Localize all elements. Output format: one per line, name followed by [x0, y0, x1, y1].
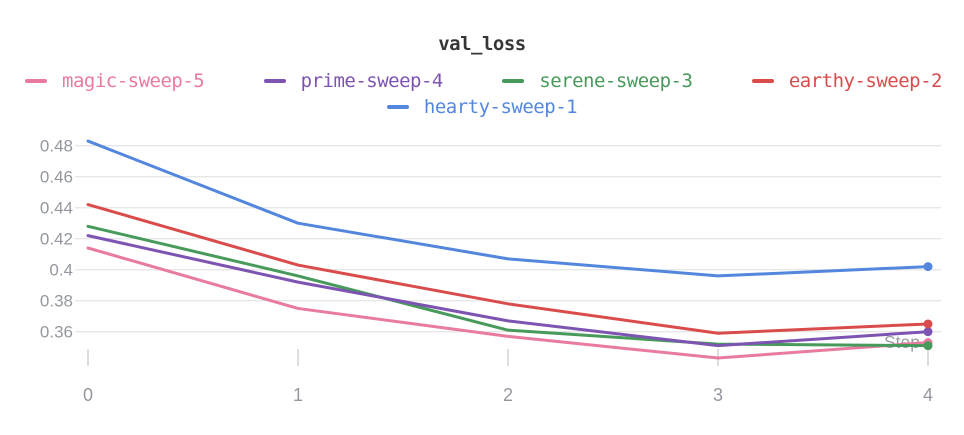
x-tick-label-2: 2	[503, 385, 513, 405]
line-earthy-sweep-2[interactable]	[86, 203, 930, 335]
legend-item-prime-sweep-4[interactable]: prime-sweep-4	[263, 70, 444, 92]
legend-row-2: hearty-sweep-1	[0, 96, 964, 118]
y-tick-label-0.46: 0.46	[40, 168, 73, 187]
x-tick-label-0: 0	[83, 385, 93, 405]
y-tick-label-0.48: 0.48	[40, 137, 73, 156]
legend-swatch-serene-sweep-3	[502, 79, 525, 83]
legend-item-serene-sweep-3[interactable]: serene-sweep-3	[502, 70, 693, 92]
legend-label-magic-sweep-5: magic-sweep-5	[62, 70, 205, 92]
y-tick-label-0.44: 0.44	[40, 199, 73, 218]
y-tick-label-0.42: 0.42	[40, 230, 73, 249]
x-tick-label-3: 3	[713, 385, 723, 405]
legend-swatch-prime-sweep-4	[263, 79, 286, 83]
endpoint-dot-earthy-sweep-2[interactable]	[923, 319, 933, 329]
y-tick-label-0.38: 0.38	[40, 292, 73, 311]
legend-label-earthy-sweep-2: earthy-sweep-2	[788, 70, 943, 92]
line-magic-sweep-5[interactable]	[86, 246, 930, 360]
line-hearty-sweep-1[interactable]	[86, 139, 930, 278]
endpoint-dot-hearty-sweep-1[interactable]	[923, 262, 933, 272]
legend-label-prime-sweep-4: prime-sweep-4	[300, 70, 444, 92]
legend-item-earthy-sweep-2[interactable]: earthy-sweep-2	[751, 70, 943, 92]
legend-item-magic-sweep-5[interactable]: magic-sweep-5	[25, 70, 205, 92]
legend-swatch-hearty-sweep-1	[386, 105, 409, 109]
legend-swatch-earthy-sweep-2	[751, 79, 774, 83]
legend-swatch-magic-sweep-5	[25, 79, 47, 83]
endpoint-dot-serene-sweep-3[interactable]	[923, 341, 933, 351]
legend-item-hearty-sweep-1[interactable]: hearty-sweep-1	[386, 96, 578, 118]
line-serene-sweep-3[interactable]	[86, 224, 930, 348]
endpoint-dot-prime-sweep-4[interactable]	[923, 327, 933, 337]
legend-row-1: magic-sweep-5 prime-sweep-4 serene-sweep-3…	[25, 70, 942, 92]
x-tick-label-4: 4	[923, 385, 933, 405]
legend-label-hearty-sweep-1: hearty-sweep-1	[423, 96, 578, 118]
line-prime-sweep-4[interactable]	[86, 234, 930, 348]
y-tick-label-0.4: 0.4	[49, 261, 73, 280]
legend-label-serene-sweep-3: serene-sweep-3	[539, 70, 693, 92]
y-tick-label-0.36: 0.36	[40, 323, 73, 342]
chart-title: val_loss	[438, 33, 526, 55]
x-tick-label-1: 1	[293, 385, 303, 405]
